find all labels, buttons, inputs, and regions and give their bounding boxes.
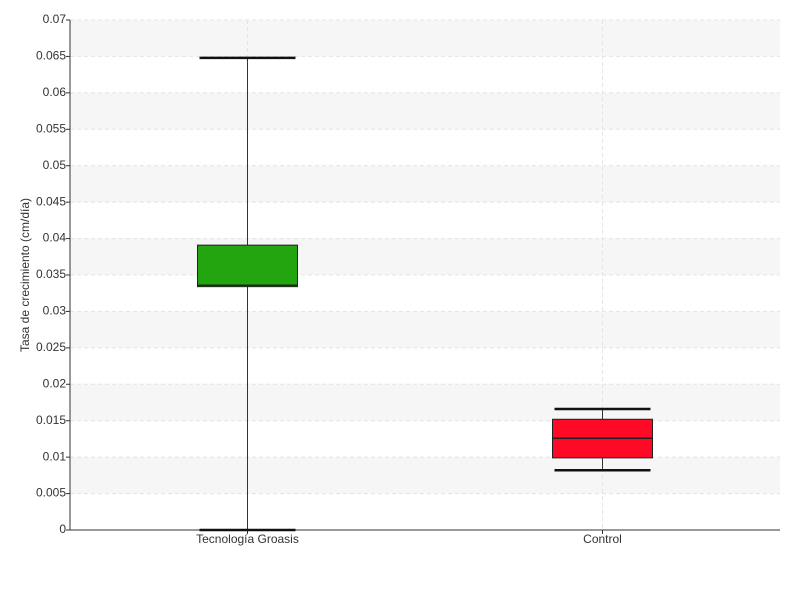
y-tick-label: 0.005: [36, 486, 66, 500]
y-tick-label: 0.05: [43, 158, 67, 172]
x-tick-label: Tecnología Groasis: [196, 532, 299, 546]
y-tick-label: 0.035: [36, 267, 66, 281]
y-tick-label: 0.03: [43, 304, 67, 318]
grid-band: [70, 384, 780, 421]
box: [197, 244, 298, 288]
grid-band: [70, 165, 780, 203]
y-tick-label: 0.045: [36, 194, 66, 208]
y-tick-label: 0.06: [43, 85, 67, 99]
y-tick-label: 0.07: [43, 12, 67, 26]
x-tick-label: Control: [583, 532, 622, 546]
y-tick-label: 0.04: [43, 231, 67, 245]
grid-band: [70, 92, 780, 130]
grid-band: [70, 311, 780, 348]
y-tick-label: 0.01: [43, 449, 67, 463]
grid-band: [70, 20, 780, 57]
y-tick-label: 0.025: [36, 340, 66, 354]
y-tick-label: 0.015: [36, 413, 66, 427]
y-tick-label: 0.02: [43, 376, 67, 390]
grid-band: [70, 457, 780, 494]
grid-band: [70, 238, 780, 275]
y-tick-label: 0.055: [36, 121, 66, 135]
y-tick-label: 0.065: [36, 49, 66, 63]
y-tick-label: 0: [59, 522, 66, 536]
y-axis-label: Tasa de crecimiento (cm/día): [18, 198, 32, 352]
